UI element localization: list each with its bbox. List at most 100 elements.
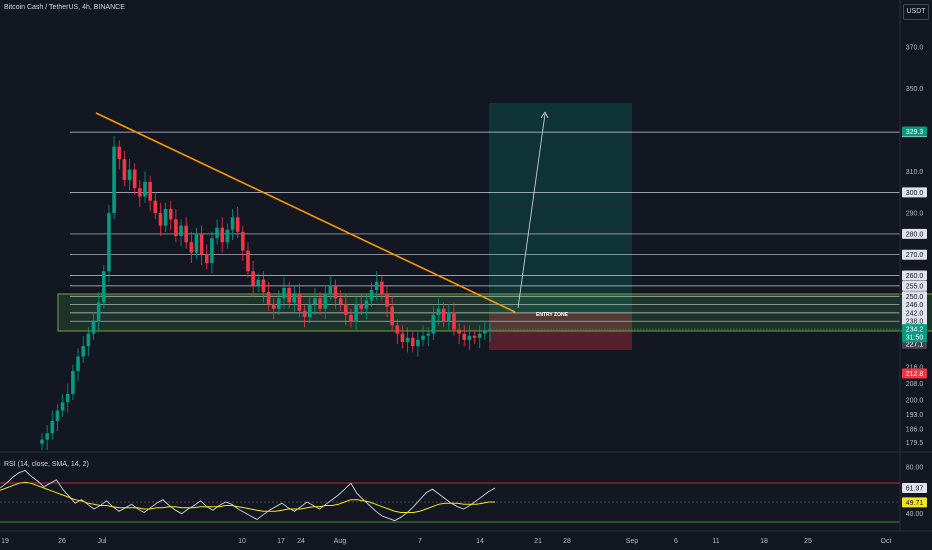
rsi-tick: 80.00 — [906, 465, 924, 472]
candle-body — [143, 181, 147, 197]
candle-body — [246, 250, 250, 272]
level-label: 255.0 — [906, 283, 924, 290]
resistance-trendline[interactable] — [95, 112, 516, 313]
level-label: 270.0 — [906, 252, 924, 259]
candle-body — [436, 308, 441, 315]
price-badge-label: 329.3 — [906, 129, 924, 136]
candle-body — [441, 308, 446, 322]
candle-body — [431, 314, 436, 334]
rsi-tick: 40.00 — [906, 511, 924, 518]
time-tick: 7 — [418, 538, 422, 545]
candle-body — [405, 337, 410, 342]
candle-body — [184, 225, 188, 243]
candle-body — [452, 312, 456, 330]
candle-body — [467, 335, 472, 340]
candle-body — [462, 333, 467, 340]
level-badge — [902, 280, 927, 291]
candle-body — [349, 314, 353, 322]
level-label: 246.0 — [906, 302, 924, 309]
time-tick: 19 — [1, 538, 9, 545]
candle-body — [271, 304, 276, 309]
candle-body — [158, 213, 163, 226]
candle-body — [55, 410, 60, 421]
time-tick: 24 — [297, 538, 305, 545]
rsi-sma-label: 49.71 — [906, 500, 924, 507]
candle-body — [354, 304, 358, 322]
price-badge-label: 212.8 — [906, 371, 924, 378]
level-badge — [902, 228, 927, 239]
candle-body — [45, 433, 49, 440]
take-profit-zone[interactable] — [489, 103, 632, 313]
time-tick: 21 — [534, 538, 542, 545]
support-zone[interactable] — [57, 293, 932, 332]
candle-body — [132, 169, 137, 189]
symbol-title: Bitcoin Cash / TetherUS, 4h, BINANCE — [4, 4, 125, 11]
candle-body — [426, 333, 431, 336]
arrow-head-icon — [540, 111, 549, 119]
time-tick: Aug — [334, 538, 347, 545]
candle-body — [148, 181, 152, 201]
candle-body — [40, 439, 44, 444]
price-tick: 208.0 — [906, 381, 924, 388]
candle-body — [127, 169, 132, 180]
candle-body — [179, 225, 183, 236]
candle-body — [189, 242, 194, 253]
candle-body — [395, 325, 400, 334]
candle-body — [138, 188, 142, 197]
level-label: 238.0 — [906, 319, 924, 326]
time-tick: Oct — [881, 538, 892, 545]
candle-body — [307, 304, 312, 318]
candle-body — [318, 298, 322, 309]
candle-body — [91, 321, 96, 334]
rsi-value-label: 61.97 — [906, 486, 924, 493]
candle-body — [364, 300, 369, 309]
candle-body — [344, 304, 348, 315]
candle-body — [488, 329, 492, 332]
level-badge — [902, 307, 927, 318]
level-label: 280.0 — [906, 231, 924, 238]
target-arrow[interactable] — [517, 113, 546, 309]
candle-body — [457, 329, 461, 334]
last-price-badge — [902, 324, 927, 343]
countdown-label: 31:50 — [906, 335, 924, 342]
time-tick: 28 — [563, 538, 571, 545]
level-label: 242.0 — [906, 310, 924, 317]
candle-body — [266, 292, 271, 305]
price-badge-label: 227.1 — [906, 341, 924, 348]
candle-body — [76, 356, 80, 372]
rsi-sma-line[interactable] — [0, 481, 495, 513]
candle-body — [230, 217, 235, 230]
price-tick: 179.5 — [906, 440, 924, 447]
candle-body — [369, 290, 374, 301]
candle-body — [333, 285, 338, 299]
level-label: 250.0 — [906, 294, 924, 301]
candle-body — [65, 393, 70, 403]
candle-body — [292, 294, 297, 303]
candle-body — [96, 302, 101, 322]
candle-body — [385, 294, 389, 307]
rsi-sma-badge — [902, 497, 927, 508]
rsi-line[interactable] — [0, 469, 496, 522]
candle-body — [204, 254, 209, 264]
candle-body — [194, 233, 199, 253]
candle-body — [323, 294, 328, 309]
candle-body — [359, 304, 364, 309]
level-badge — [902, 316, 927, 327]
candle-body — [117, 146, 122, 160]
rsi-indicator-label[interactable]: RSI (14, close, SMA, 14, 2) — [4, 461, 89, 468]
candle-body — [235, 217, 240, 232]
candle-body — [374, 281, 379, 291]
candle-body — [447, 312, 451, 322]
level-label: 300.0 — [906, 190, 924, 197]
candle-body — [380, 281, 384, 295]
candle-body — [256, 279, 261, 286]
price-tick: 370.0 — [906, 44, 924, 51]
candle-body — [174, 219, 178, 236]
candle-body — [297, 294, 302, 311]
stop-loss-zone[interactable] — [489, 313, 632, 350]
time-tick: Jul — [98, 538, 107, 545]
currency-button[interactable]: USDT — [903, 4, 929, 20]
time-tick: 17 — [277, 538, 285, 545]
candle-body — [338, 298, 343, 305]
